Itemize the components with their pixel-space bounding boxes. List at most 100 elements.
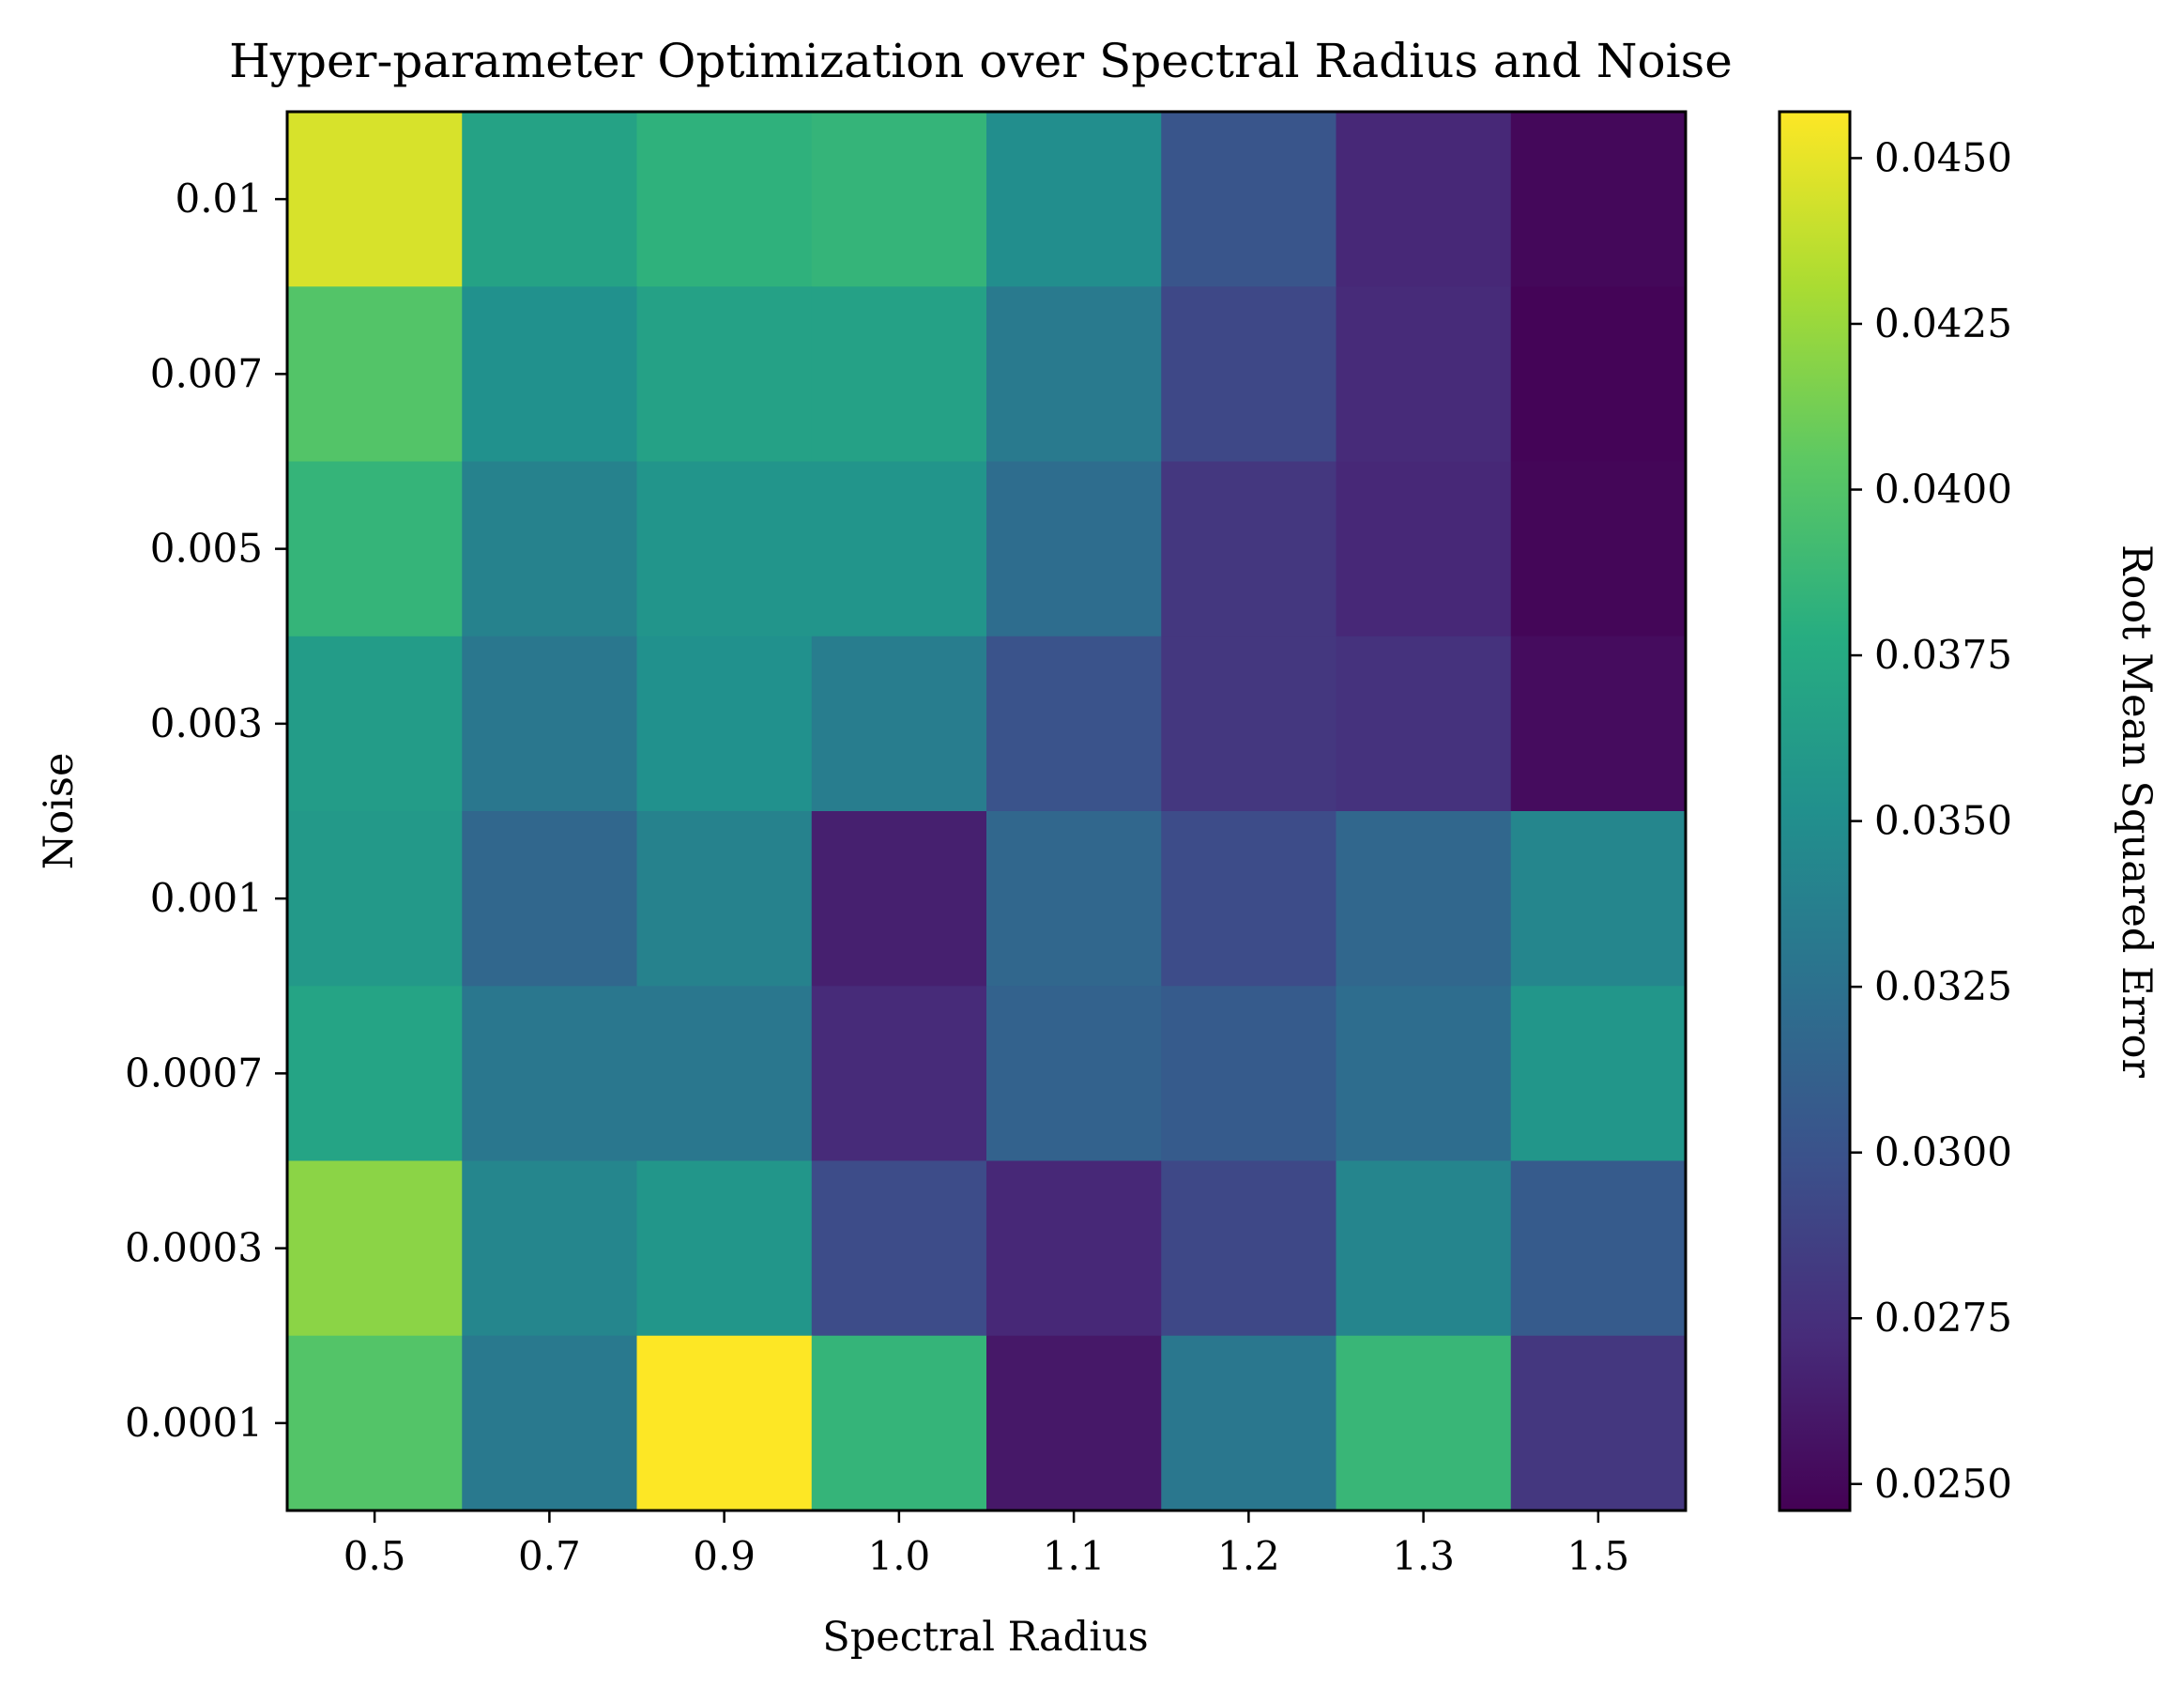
x-tick-label: 1.3	[1392, 1533, 1455, 1579]
y-tick-label: 0.0001	[125, 1400, 263, 1446]
heatmap-cell-r3-c6	[1336, 636, 1512, 812]
heatmap-cell-r1-c7	[1510, 286, 1687, 463]
heatmap-cell-r7-c6	[1336, 1335, 1512, 1511]
colorbar-tick-label: 0.0300	[1874, 1129, 2012, 1175]
x-tick-label: 1.0	[867, 1533, 930, 1579]
heatmap-cell-r2-c0	[287, 461, 463, 637]
heatmap-cell-r3-c1	[462, 636, 638, 812]
heatmap-cell-r1-c2	[636, 286, 813, 463]
x-tick-label: 1.1	[1043, 1533, 1106, 1579]
heatmap-cell-r3-c5	[1161, 636, 1337, 812]
heatmap-cell-r0-c0	[287, 112, 463, 287]
heatmap-cell-r3-c2	[636, 636, 813, 812]
heatmap-cell-r5-c6	[1336, 986, 1512, 1162]
heatmap-cell-r0-c1	[462, 112, 638, 287]
heatmap-cell-r7-c5	[1161, 1335, 1337, 1511]
heatmap-cell-r3-c0	[287, 636, 463, 812]
heatmap-cell-r1-c0	[287, 286, 463, 463]
heatmap-cell-r0-c6	[1336, 112, 1512, 287]
heatmap-cell-r6-c2	[636, 1160, 813, 1337]
heatmap-cell-r2-c7	[1510, 461, 1687, 637]
heatmap-cell-r6-c3	[811, 1160, 987, 1337]
y-tick-label: 0.005	[150, 526, 263, 572]
x-tick-label: 0.9	[693, 1533, 756, 1579]
colorbar-tick-label: 0.0275	[1874, 1295, 2012, 1341]
heatmap-cell-r4-c7	[1510, 811, 1687, 987]
colorbar-ticks: 0.0250 0.0275 0.0300 0.0325 0.0350 0.0375 0.04…	[1850, 134, 2012, 1507]
colorbar-tick-label: 0.0325	[1874, 963, 2012, 1009]
heatmap-cell-r4-c0	[287, 811, 463, 987]
y-tick-label: 0.0007	[125, 1050, 263, 1096]
heatmap-cell-r1-c6	[1336, 286, 1512, 463]
heatmap-cell-r6-c6	[1336, 1160, 1512, 1337]
heatmap-cell-r4-c3	[811, 811, 987, 987]
heatmap-cell-r7-c4	[986, 1335, 1162, 1511]
heatmap-cell-r5-c4	[986, 986, 1162, 1162]
heatmap-cell-r7-c2	[636, 1335, 813, 1511]
x-axis-label: Spectral Radius	[822, 1614, 1148, 1661]
heatmap-cell-r4-c1	[462, 811, 638, 987]
heatmap-cell-r3-c4	[986, 636, 1162, 812]
x-tick-label: 1.5	[1566, 1533, 1629, 1579]
heatmap-cell-r1-c1	[462, 286, 638, 463]
heatmap-cell-r4-c4	[986, 811, 1162, 987]
x-tick-label: 1.2	[1217, 1533, 1280, 1579]
heatmap-cell-r1-c3	[811, 286, 987, 463]
heatmap-cell-r2-c4	[986, 461, 1162, 637]
heatmap-cell-r5-c5	[1161, 986, 1337, 1162]
heatmap-cell-r5-c2	[636, 986, 813, 1162]
colorbar-tick-label: 0.0350	[1874, 798, 2012, 844]
heatmap-cell-r3-c7	[1510, 636, 1687, 812]
heatmap-cell-r2-c3	[811, 461, 987, 637]
y-axis-label: Noise	[36, 753, 83, 870]
y-tick-label: 0.007	[150, 350, 263, 396]
heatmap-cell-r3-c3	[811, 636, 987, 812]
heatmap-cell-r4-c2	[636, 811, 813, 987]
heatmap-cell-r0-c2	[636, 112, 813, 287]
colorbar-tick-label: 0.0450	[1874, 134, 2012, 180]
heatmap-cell-r6-c7	[1510, 1160, 1687, 1337]
heatmap-cell-r7-c1	[462, 1335, 638, 1511]
y-tick-label: 0.003	[150, 700, 263, 746]
chart-title: Hyper-parameter Optimization over Spectr…	[229, 34, 1733, 88]
heatmap-cell-r0-c4	[986, 112, 1162, 287]
heatmap-cell-r6-c1	[462, 1160, 638, 1337]
colorbar-tick-label: 0.0400	[1874, 467, 2012, 513]
plot-frame	[285, 110, 1688, 1512]
y-axis-ticks: 0.01 0.007 0.005 0.003 0.001 0.0007 0.0003 0.00…	[125, 176, 287, 1446]
heatmap-cell-r6-c4	[986, 1160, 1162, 1337]
x-axis-ticks: 0.5 0.7 0.9 1.0 1.1 1.2 1.3 1.5	[344, 1511, 1629, 1579]
y-tick-label: 0.0003	[125, 1225, 263, 1271]
colorbar-tick-label: 0.0375	[1874, 632, 2012, 678]
colorbar-tick-label: 0.0250	[1874, 1461, 2012, 1507]
heatmap-cell-r7-c3	[811, 1335, 987, 1511]
heatmap-cell-r6-c0	[287, 1160, 463, 1337]
heatmap-cell-r5-c0	[287, 986, 463, 1162]
heatmap-cell-r4-c5	[1161, 811, 1337, 987]
colorbar-tick-label: 0.0425	[1874, 300, 2012, 346]
x-tick-label: 0.5	[344, 1533, 406, 1579]
heatmap-cell-r5-c3	[811, 986, 987, 1162]
y-tick-label: 0.01	[175, 176, 263, 222]
heatmap-cell-r1-c5	[1161, 286, 1337, 463]
heatmap-cell-r2-c5	[1161, 461, 1337, 637]
heatmap-cell-r4-c6	[1336, 811, 1512, 987]
heatmap-cell-r6-c5	[1161, 1160, 1337, 1337]
heatmap-cell-r5-c1	[462, 986, 638, 1162]
y-tick-label: 0.001	[150, 875, 263, 921]
heatmap-cell-r2-c2	[636, 461, 813, 637]
x-tick-label: 0.7	[518, 1533, 581, 1579]
heatmap-cell-r0-c3	[811, 112, 987, 287]
colorbar	[1778, 110, 1852, 1512]
heatmap-cell-r2-c6	[1336, 461, 1512, 637]
heatmap-cell-r2-c1	[462, 461, 638, 637]
heatmap-cell-r7-c7	[1510, 1335, 1687, 1511]
heatmap-cell-r1-c4	[986, 286, 1162, 463]
heatmap-cells	[287, 112, 1687, 1511]
heatmap-cell-r5-c7	[1510, 986, 1687, 1162]
heatmap-cell-r0-c7	[1510, 112, 1687, 287]
colorbar-label: Root Mean Squared Error	[2113, 544, 2160, 1078]
heatmap-cell-r7-c0	[287, 1335, 463, 1511]
heatmap-cell-r0-c5	[1161, 112, 1337, 287]
